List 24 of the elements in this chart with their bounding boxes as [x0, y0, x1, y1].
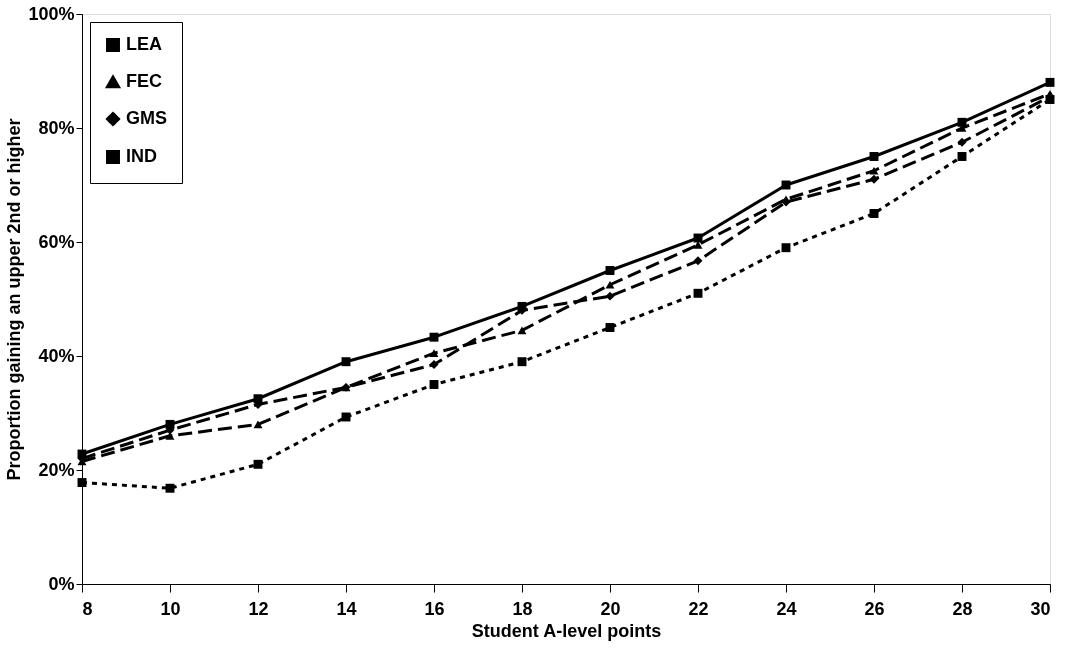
x-tick-label: 18 — [512, 598, 533, 619]
x-tick-label: 10 — [160, 598, 181, 619]
y-tick-label: 40% — [38, 345, 75, 366]
x-tick-label: 14 — [336, 598, 357, 619]
y-tick-label: 0% — [48, 573, 75, 594]
y-tick-label: 80% — [38, 117, 75, 138]
legend-label: FEC — [126, 71, 162, 91]
x-tick-label: 26 — [864, 598, 885, 619]
legend-label: IND — [126, 146, 157, 166]
y-axis-title: Proportion gaining an upper 2nd or higher — [4, 118, 25, 481]
legend-label: GMS — [126, 108, 168, 128]
x-tick-label: 8 — [82, 598, 93, 619]
x-tick-label: 24 — [776, 598, 797, 619]
x-tick-label: 16 — [424, 598, 445, 619]
x-tick-label: 28 — [952, 598, 973, 619]
y-tick-label: 100% — [28, 3, 75, 24]
y-tick-label: 20% — [38, 459, 75, 480]
x-axis-title: Student A-level points — [471, 620, 662, 641]
x-tick-label: 22 — [688, 598, 709, 619]
x-tick-label: 30 — [1030, 598, 1051, 619]
y-tick-label: 60% — [38, 231, 75, 252]
x-tick-label: 20 — [600, 598, 621, 619]
x-tick-label: 12 — [248, 598, 269, 619]
legend-label: LEA — [126, 34, 162, 54]
